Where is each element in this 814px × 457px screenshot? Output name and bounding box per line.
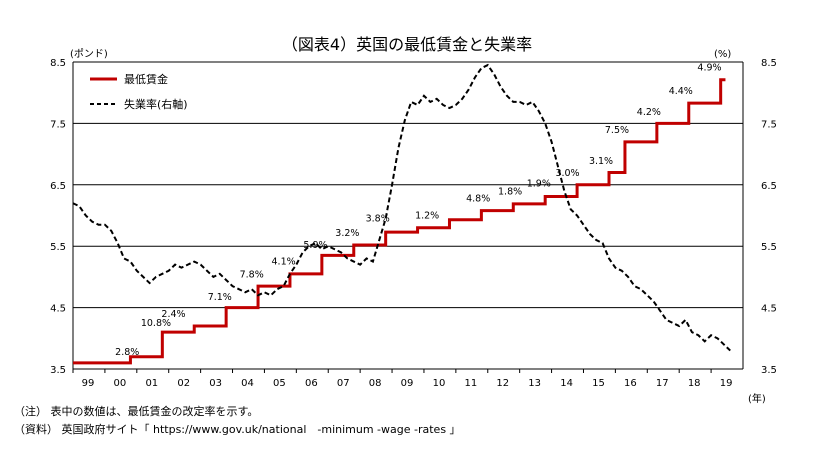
data-label: 3.2% [335, 228, 359, 239]
x-tick-label: 04 [241, 378, 254, 389]
footnote-note: （注） 表中の数値は、最低賃金の改定率を示す。 [14, 405, 259, 418]
y-right-tick-label: 7.5 [761, 119, 777, 130]
grid-lines [73, 61, 743, 370]
axes: 3.5 3.5 4.5 4.5 5.5 5.5 6.5 6.5 7.5 7.5 8.5 8.5 99 00… [50, 58, 777, 389]
y-right-tick-label: 3.5 [761, 365, 777, 376]
data-label: 3.1% [589, 156, 613, 167]
x-tick-label: 09 [401, 378, 414, 389]
data-labels: 2.8% 10.8%2.4% 7.1% 7.8% 4.1% 5.9% 3.2% 3.8% 1.2… [115, 63, 721, 358]
x-tick-label: 07 [337, 378, 350, 389]
right-axis-unit: (%) [714, 49, 731, 60]
footnote-source: （資料） 英国政府サイト「 https://www.gov.uk/nationa… [14, 423, 461, 436]
series-line-minimum-wage [73, 78, 726, 365]
data-label: 5.9% [303, 240, 327, 251]
data-label: 2.8% [115, 347, 139, 358]
x-axis-unit: (年) [748, 392, 766, 405]
series-line-unemployment [72, 63, 731, 352]
y-left-tick-label: 4.5 [50, 304, 66, 315]
data-label: 4.9% [697, 63, 721, 74]
chart-title: （図表4）英国の最低賃金と失業率 [282, 35, 532, 54]
y-left-tick-label: 7.5 [50, 119, 66, 130]
x-tick-label: 19 [720, 378, 733, 389]
data-label: 4.2% [637, 107, 661, 118]
y-left-tick-label: 8.5 [50, 58, 66, 69]
data-label: 1.8% [498, 187, 522, 198]
x-tick-label: 16 [624, 378, 637, 389]
data-label: 7.5% [605, 125, 629, 136]
y-right-tick-label: 6.5 [761, 181, 777, 192]
y-right-tick-label: 4.5 [761, 304, 777, 315]
y-right-tick-label: 8.5 [761, 58, 777, 69]
x-tick-label: 13 [528, 378, 541, 389]
x-tick-label: 14 [560, 378, 573, 389]
x-tick-label: 00 [114, 378, 127, 389]
legend-minimum-wage-label: 最低賃金 [124, 72, 168, 86]
x-tick-label: 18 [688, 378, 701, 389]
y-left-tick-label: 6.5 [50, 181, 66, 192]
series [72, 63, 731, 365]
data-label: 4.1% [272, 257, 296, 268]
x-tick-label: 01 [145, 378, 158, 389]
x-tick-label: 12 [496, 378, 509, 389]
legend-unemployment-label: 失業率(右軸) [124, 97, 188, 111]
x-tick-label: 11 [464, 378, 477, 389]
x-tick-label: 06 [305, 378, 318, 389]
x-tick-label: 10 [433, 378, 446, 389]
x-tick-label: 03 [209, 378, 222, 389]
data-label: 4.8% [466, 193, 490, 204]
data-label: 10.8% [141, 318, 171, 329]
data-label: 3.0% [555, 168, 579, 179]
x-tick-label: 08 [369, 378, 382, 389]
x-tick-label: 99 [82, 378, 95, 389]
legend: 最低賃金 失業率(右軸) [90, 72, 188, 111]
data-label: 1.2% [415, 211, 439, 222]
data-label: 3.8% [366, 214, 390, 225]
x-tick-label: 02 [177, 378, 190, 389]
data-label: 7.8% [240, 270, 264, 281]
left-axis-unit: (ポンド) [70, 48, 108, 60]
x-tick-label: 15 [592, 378, 605, 389]
data-label: 2.4% [161, 309, 185, 320]
data-label: 7.1% [208, 292, 232, 303]
x-tick-label: 05 [273, 378, 286, 389]
data-label: 4.4% [669, 86, 693, 97]
x-tick-label: 17 [656, 378, 669, 389]
y-left-tick-label: 3.5 [50, 365, 66, 376]
y-left-tick-label: 5.5 [50, 242, 66, 253]
y-right-tick-label: 5.5 [761, 242, 777, 253]
data-label: 1.9% [527, 179, 551, 190]
